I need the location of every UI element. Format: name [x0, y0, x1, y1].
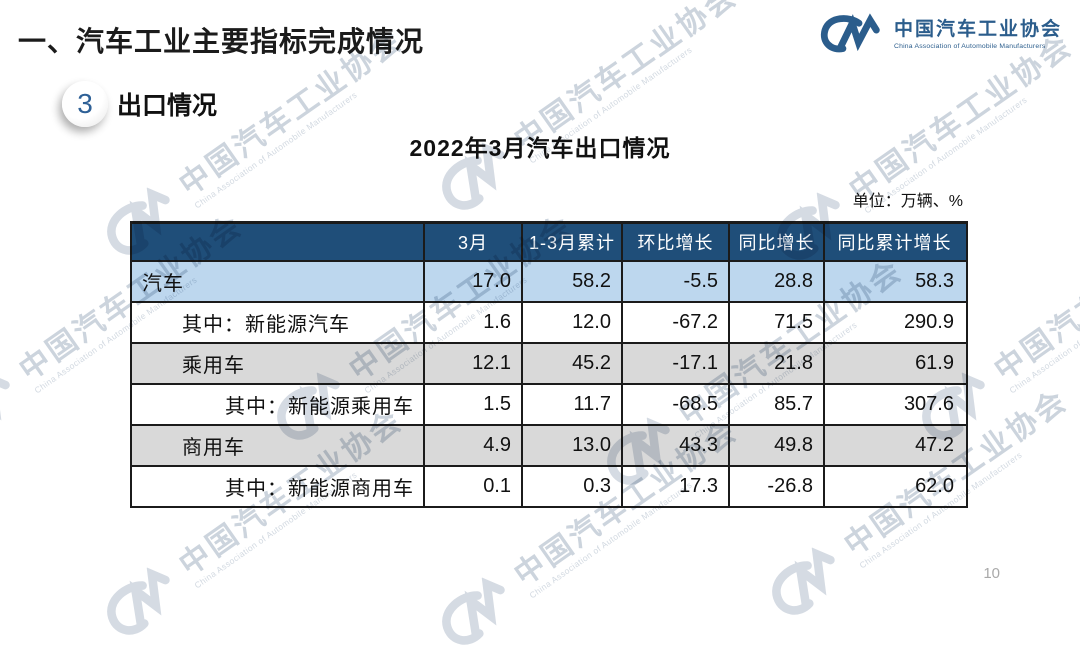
cell-value: 45.2 — [521, 344, 621, 383]
table-row: 其中：新能源汽车 1.6 12.0 -67.2 71.5 290.9 — [132, 303, 966, 344]
watermark-cm-logo-icon — [772, 547, 835, 615]
export-data-table: 3月 1-3月累计 环比增长 同比增长 同比累计增长 汽车 17.0 58.2 -5.5 28.… — [130, 221, 968, 508]
cell-value: 0.3 — [521, 467, 621, 506]
cell-value: 21.8 — [728, 344, 823, 383]
cell-value: 12.1 — [423, 344, 521, 383]
watermark-text-en: China Association of Automobile Manufact… — [1007, 275, 1080, 396]
watermark-text-cn: 中国汽车工业协会 — [988, 208, 1080, 387]
column-header: 3月 — [423, 224, 521, 260]
watermark-cm-logo-icon — [0, 372, 10, 436]
watermark-cm-logo-icon — [442, 577, 505, 645]
watermark: 中国汽车工业协会 China Association of Automobile… — [427, 0, 753, 225]
row-label: 其中：新能源乘用车 — [225, 396, 414, 418]
cell-value: -67.2 — [621, 303, 728, 342]
table-row: 商用车 4.9 13.0 43.3 49.8 47.2 — [132, 426, 966, 467]
cell-value: 49.8 — [728, 426, 823, 465]
row-label: 其中：新能源商用车 — [225, 478, 414, 500]
caam-cm-logo-icon — [820, 13, 880, 53]
cell-value: 61.9 — [823, 344, 964, 383]
org-name-en: China Association of Automobile Manufact… — [893, 42, 1046, 50]
cell-value: 1.6 — [423, 303, 521, 342]
caam-logo-text: 中国汽车工业协会 China Association of Automobile… — [893, 19, 1062, 50]
unit-note: 单位：万辆、% — [852, 193, 963, 210]
cell-value: 290.9 — [823, 303, 964, 342]
section-label: 出口情况 — [117, 92, 218, 120]
row-label: 汽车 — [142, 273, 184, 295]
cell-value: 58.2 — [521, 262, 621, 301]
caam-logo: 中国汽车工业协会 China Association of Automobile… — [817, 13, 1062, 57]
cell-value: 1.5 — [423, 385, 521, 424]
cell-value: 58.3 — [823, 262, 964, 301]
column-header: 1-3月累计 — [521, 224, 621, 260]
cell-value: 12.0 — [521, 303, 621, 342]
table-row: 其中：新能源商用车 0.1 0.3 17.3 -26.8 62.0 — [132, 467, 966, 506]
cell-value: 47.2 — [823, 426, 964, 465]
cell-value: 307.6 — [823, 385, 964, 424]
cell-value: 17.0 — [423, 262, 521, 301]
table-header-row: 3月 1-3月累计 环比增长 同比增长 同比累计增长 — [132, 224, 966, 262]
cell-value: 43.3 — [621, 426, 728, 465]
cell-value: -17.1 — [621, 344, 728, 383]
org-name-cn: 中国汽车工业协会 — [893, 19, 1062, 41]
cell-value: 62.0 — [823, 467, 964, 506]
page-number: 10 — [983, 565, 1000, 582]
section-number-badge: 3 — [62, 81, 108, 127]
cell-value: 28.8 — [728, 262, 823, 301]
watermark-text: 中国汽车工业协会 China Association of Automobile… — [988, 208, 1080, 396]
column-header — [132, 224, 423, 260]
cell-value: -68.5 — [621, 385, 728, 424]
row-label: 商用车 — [182, 437, 245, 459]
cell-value: 71.5 — [728, 303, 823, 342]
section-heading: 3 出口情况 — [62, 81, 217, 127]
cell-value: 4.9 — [423, 426, 521, 465]
cell-value: -26.8 — [728, 467, 823, 506]
row-label: 乘用车 — [182, 355, 245, 377]
table-row: 乘用车 12.1 45.2 -17.1 21.8 61.9 — [132, 344, 966, 385]
page-title: 一、汽车工业主要指标完成情况 — [18, 26, 425, 57]
row-label: 其中：新能源汽车 — [182, 314, 350, 336]
table-row: 汽车 17.0 58.2 -5.5 28.8 58.3 — [132, 262, 966, 303]
cell-value: -5.5 — [621, 262, 728, 301]
column-header: 环比增长 — [621, 224, 728, 260]
cell-value: 17.3 — [621, 467, 728, 506]
cell-value: 0.1 — [423, 467, 521, 506]
column-header: 同比累计增长 — [823, 224, 964, 260]
cell-value: 13.0 — [521, 426, 621, 465]
table-row: 其中：新能源乘用车 1.5 11.7 -68.5 85.7 307.6 — [132, 385, 966, 426]
table-body: 汽车 17.0 58.2 -5.5 28.8 58.3 其中：新能源汽车 1.6 12.0 -67… — [132, 262, 966, 506]
cell-value: 11.7 — [521, 385, 621, 424]
table-title: 2022年3月汽车出口情况 — [409, 135, 671, 161]
column-header: 同比增长 — [728, 224, 823, 260]
cell-value: 85.7 — [728, 385, 823, 424]
